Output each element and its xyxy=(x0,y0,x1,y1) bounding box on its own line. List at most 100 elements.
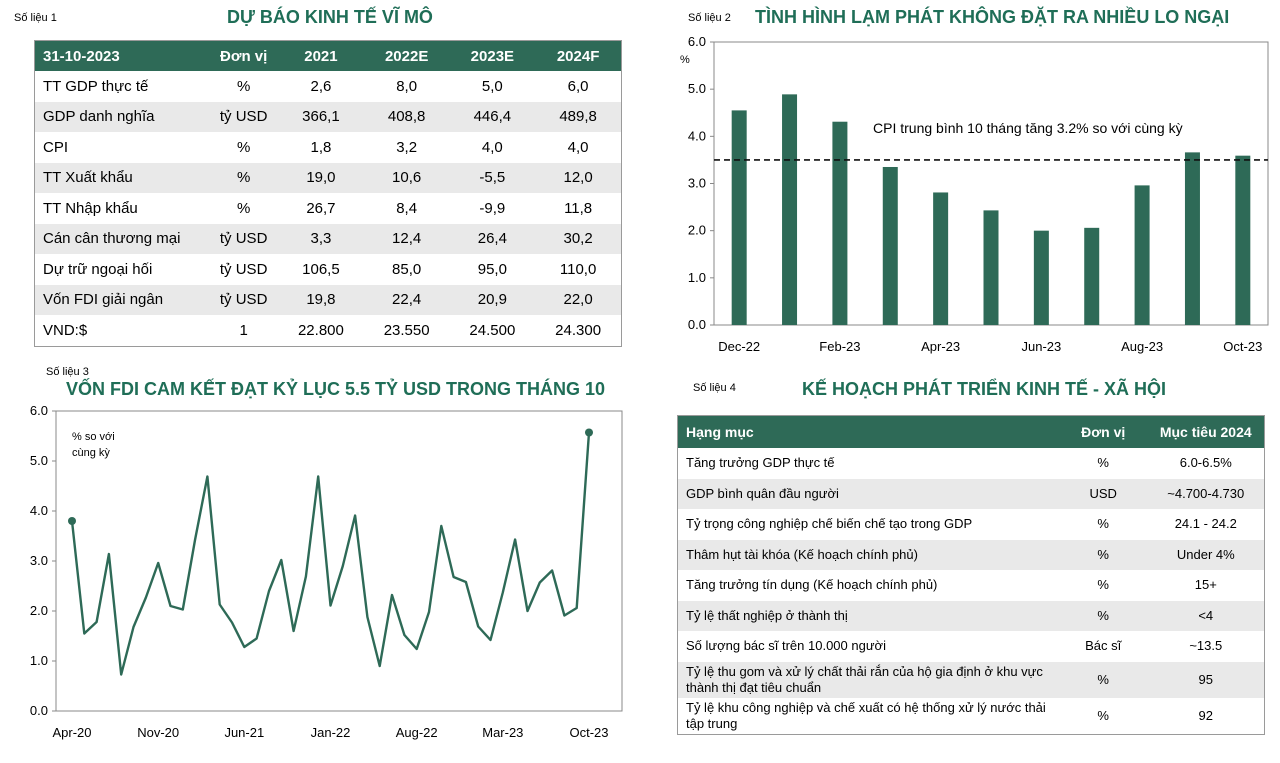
panel4-title: KẾ HOẠCH PHÁT TRIỂN KINH TẾ - XÃ HỘI xyxy=(802,379,1167,399)
table-cell: 6,0 xyxy=(567,77,589,95)
table-cell: 22,0 xyxy=(535,284,622,315)
table-cell: tỷ USD xyxy=(209,223,279,254)
y-tick-label: 6.0 xyxy=(688,34,706,49)
table-row: GDP bình quân đầu người USD ~4.700-4.730 xyxy=(677,478,1265,509)
col-header: 2024F xyxy=(535,40,622,71)
table-cell: 24.1 - 24.2 xyxy=(1174,516,1237,532)
x-tick-label: Oct-23 xyxy=(1223,339,1262,354)
table-cell: 20,9 xyxy=(449,284,536,315)
x-tick-label: Nov-20 xyxy=(137,725,179,740)
col-header: 2021 xyxy=(278,40,364,71)
x-tick-label: Mar-23 xyxy=(482,725,523,740)
y-tick-label: 6.0 xyxy=(30,403,48,418)
data-point xyxy=(68,517,76,525)
panel3-label: Số liệu 3 xyxy=(46,366,89,378)
table-cell: 1 xyxy=(239,321,248,339)
table-cell: ~4.700-4.730 xyxy=(1147,478,1265,509)
table-cell: -5,5 xyxy=(449,162,536,193)
table-row: Tăng trưởng GDP thực tế% 6.0-6.5% xyxy=(678,448,1265,479)
table-row: Số lượng bác sĩ trên 10.000 người Bác sĩ ~… xyxy=(678,631,1265,662)
table-cell: Thâm hụt tài khóa (Kế hoạch chính phủ) xyxy=(677,539,1059,570)
panel3-title: VỐN FDI CAM KẾT ĐẠT KỶ LỤC 5.5 TỶ USD TR… xyxy=(66,379,606,399)
data-point xyxy=(585,428,593,437)
bar xyxy=(782,94,798,325)
x-tick-label: Jun-23 xyxy=(1021,339,1061,354)
table-cell: Tỷ lệ thất nghiệp ở thành thị xyxy=(677,600,1059,631)
table-cell: 12,0 xyxy=(535,162,622,193)
table-cell: TT GDP thực tế xyxy=(43,77,149,95)
socioeconomic-plan-table: Hạng mục Đơn vị Mục tiêu 2024 Tăng trưởn… xyxy=(677,415,1265,735)
table-cell: CPI xyxy=(43,138,69,156)
table-cell: Tỷ lệ khu công nghiệp và chế xuất có hệ … xyxy=(686,699,1046,731)
table-cell: 26,7 xyxy=(306,199,336,217)
y-unit-label-line2: cùng kỳ xyxy=(72,447,110,459)
table-cell: Vốn FDI giải ngân xyxy=(34,284,210,315)
series-line xyxy=(70,432,591,676)
x-tick-label: Aug-22 xyxy=(396,725,438,740)
table-cell: 95 xyxy=(1147,661,1265,698)
y-tick-label: 5.0 xyxy=(30,453,48,468)
table-cell: % xyxy=(1097,516,1109,532)
table-cell: 30,2 xyxy=(535,223,622,254)
y-tick-label: 2.0 xyxy=(688,223,706,238)
panel2-title: TÌNH HÌNH LẠM PHÁT KHÔNG ĐẶT RA NHIỀU LO… xyxy=(755,7,1230,27)
table-cell: 8,4 xyxy=(396,199,418,217)
table-cell: -9,9 xyxy=(479,199,506,217)
table-cell: ~13.5 xyxy=(1189,638,1223,654)
table-cell: 24.500 xyxy=(469,321,516,339)
table-row: TT GDP thực tế% 2,6 8,0 5,0 6,0 xyxy=(35,71,622,102)
x-tick-label: Oct-23 xyxy=(569,725,608,740)
table-cell: 3,3 xyxy=(278,223,364,254)
col-header: Đơn vị xyxy=(1058,415,1148,448)
table-cell: <4 xyxy=(1147,600,1265,631)
table-row: Tỷ lệ thu gom và xử lý chất thải rắn của… xyxy=(677,661,1265,698)
table-cell: 19,8 xyxy=(278,284,364,315)
table-cell: 489,8 xyxy=(535,101,622,132)
table-cell: tỷ USD xyxy=(209,284,279,315)
y-tick-label: 0.0 xyxy=(30,703,48,718)
table-cell: tỷ USD xyxy=(219,260,268,278)
x-tick-label: Feb-23 xyxy=(819,339,860,354)
bar xyxy=(933,192,949,325)
table-cell: VND:$ xyxy=(43,321,88,339)
table-cell: Under 4% xyxy=(1147,539,1265,570)
table-cell: % xyxy=(1058,539,1148,570)
y-tick-label: 4.0 xyxy=(30,503,48,518)
panel1-label: Số liệu 1 xyxy=(14,12,57,24)
y-tick-label: 3.0 xyxy=(688,176,706,191)
table-cell: Tỷ lệ thu gom và xử lý chất thải rắn của… xyxy=(677,661,1059,698)
col-header: 2022E xyxy=(363,40,450,71)
bar xyxy=(1033,230,1049,325)
table-cell: TT Xuất khẩu xyxy=(34,162,210,193)
y-unit-label-line1: % so với xyxy=(72,431,115,443)
table-cell: 10,6 xyxy=(363,162,450,193)
table-cell: 5,0 xyxy=(481,77,503,95)
table-cell: 22.800 xyxy=(297,321,344,339)
y-tick-label: 1.0 xyxy=(688,270,706,285)
table-cell: 3,2 xyxy=(396,138,418,156)
table-cell: 106,5 xyxy=(302,260,340,278)
table-row: Tỷ lệ thất nghiệp ở thành thị% <4 xyxy=(677,600,1265,631)
table-cell: USD xyxy=(1058,478,1148,509)
table-cell: tỷ USD xyxy=(209,101,279,132)
table-cell: % xyxy=(1058,661,1148,698)
table-cell: Tỷ trọng công nghiệp chế biến chế tạo tr… xyxy=(686,516,973,532)
y-tick-label: 2.0 xyxy=(30,603,48,618)
panel1-title: DỰ BÁO KINH TẾ VĨ MÔ xyxy=(227,7,433,27)
table-cell: 15+ xyxy=(1194,577,1217,593)
table-row: Cán cân thương mại tỷ USD 3,3 12,4 26,4 30,2 xyxy=(34,223,622,254)
table-row: GDP danh nghĩa tỷ USD 366,1 408,8 446,4 489,8 xyxy=(34,101,622,132)
table-cell: Tăng trưởng GDP thực tế xyxy=(686,455,835,471)
table-cell: 446,4 xyxy=(449,101,536,132)
table-cell: Bác sĩ xyxy=(1085,638,1122,654)
table-cell: 8,0 xyxy=(396,77,418,95)
y-tick-label: 3.0 xyxy=(30,553,48,568)
table-row: VND:$ 1 22.800 23.550 24.500 24.300 xyxy=(35,315,622,346)
table-cell: 408,8 xyxy=(363,101,450,132)
table-cell: 95,0 xyxy=(477,260,507,278)
col-header: Mục tiêu 2024 xyxy=(1147,415,1265,448)
table-cell: TT Nhập khẩu xyxy=(43,199,138,217)
table-header-row: 31-10-2023 Đơn vị 2021 2022E 2023E 2024F xyxy=(34,40,622,71)
cpi-bar-chart: % CPI trung bình 10 tháng tăng 3.2% so v… xyxy=(680,34,1269,354)
table-cell: GDP danh nghĩa xyxy=(34,101,210,132)
